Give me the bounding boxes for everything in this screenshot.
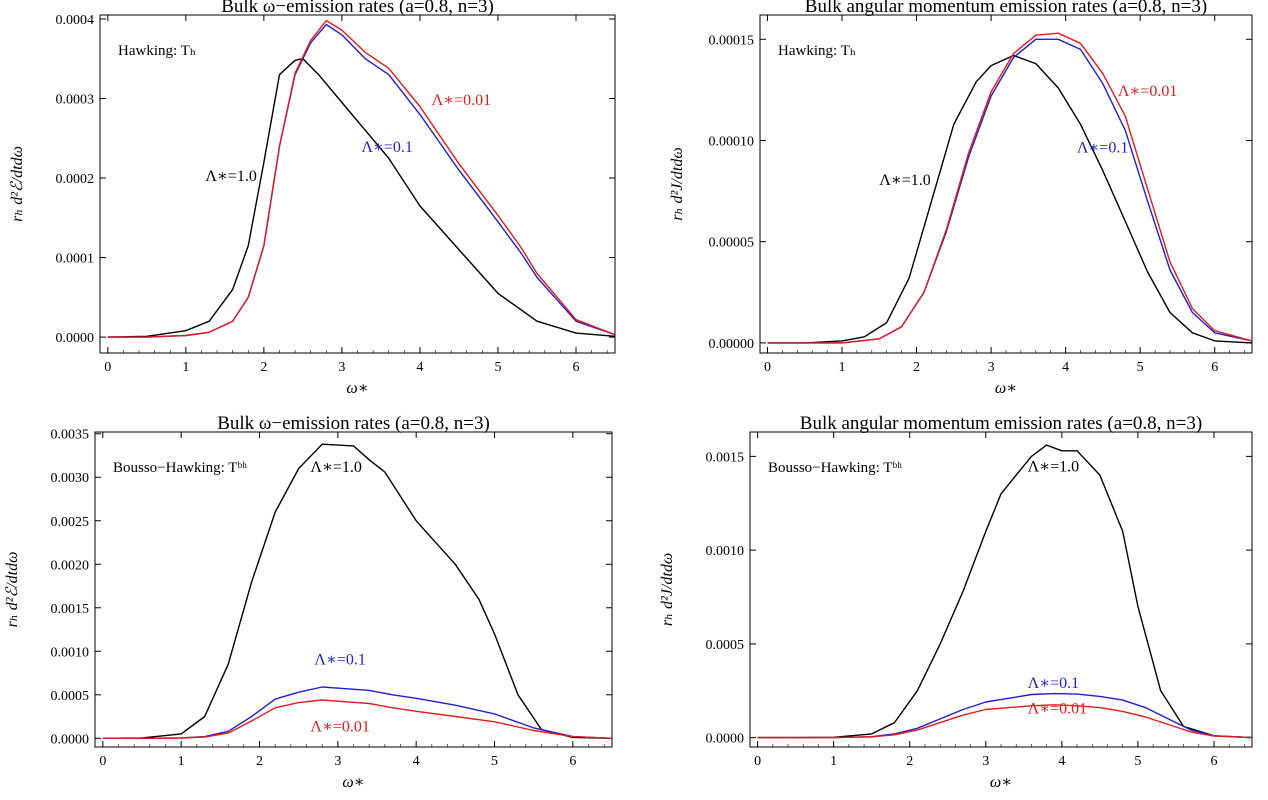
y-tick-label: 0.0000 bbox=[706, 732, 745, 747]
x-tick-label: 4 bbox=[413, 754, 420, 769]
y-tick-label: 0.0025 bbox=[51, 515, 90, 530]
x-tick-label: 0 bbox=[104, 360, 111, 375]
series-label-3: Λ∗=0.01 bbox=[432, 92, 492, 109]
chart-title: Bulk angular momentum emission rates (a=… bbox=[800, 413, 1202, 434]
y-tick-label: 0.0030 bbox=[51, 471, 90, 486]
y-axis-label: rₕ d²J/dtdω bbox=[659, 553, 676, 626]
series-line-3 bbox=[757, 704, 1253, 739]
y-axis-label: rₕ d²J/dtdω bbox=[669, 147, 686, 220]
series-line-3 bbox=[102, 699, 613, 739]
x-axis-label: ω∗ bbox=[995, 380, 1017, 397]
y-tick-label: 0.0000 bbox=[51, 732, 90, 747]
x-tick-label: 0 bbox=[754, 754, 761, 769]
series-label-1: Λ∗=1.0 bbox=[1028, 458, 1080, 475]
x-tick-label: 6 bbox=[1211, 360, 1218, 375]
y-tick-label: 0.0010 bbox=[51, 645, 90, 660]
x-tick-label: 3 bbox=[334, 754, 341, 769]
series-line-1 bbox=[757, 444, 1253, 739]
y-tick-label: 0.00010 bbox=[709, 134, 755, 149]
chart-panel-3: Bulk ω−emission rates (a=0.8, n=3) 0 1 2 3 4 5… bbox=[4, 413, 613, 791]
series-line-2 bbox=[107, 23, 616, 338]
x-axis-label: ω∗ bbox=[342, 774, 364, 791]
y-tick-label: 0.0002 bbox=[56, 172, 95, 187]
y-tick-label: 0.0010 bbox=[706, 544, 745, 559]
x-axis-label: ω∗ bbox=[990, 774, 1012, 791]
x-tick-label: 1 bbox=[182, 360, 189, 375]
x-tick-label: 2 bbox=[256, 754, 263, 769]
temperature-note: Hawking: Tₕ bbox=[778, 43, 856, 59]
x-tick-label: 4 bbox=[1058, 754, 1065, 769]
series-line-3 bbox=[107, 19, 616, 338]
x-axis-label: ω∗ bbox=[346, 380, 368, 397]
temperature-note: Hawking: Tₕ bbox=[118, 43, 196, 59]
x-tick-label: 3 bbox=[338, 360, 345, 375]
chart-title: Bulk ω−emission rates (a=0.8, n=3) bbox=[217, 413, 490, 434]
y-tick-label: 0.0015 bbox=[706, 450, 745, 465]
x-tick-label: 0 bbox=[764, 360, 771, 375]
temperature-note: Bousso−Hawking: Tᵇʰ bbox=[768, 460, 902, 476]
x-tick-label: 3 bbox=[988, 360, 995, 375]
chart-title: Bulk ω−emission rates (a=0.8, n=3) bbox=[221, 0, 494, 17]
y-tick-label: 0.0035 bbox=[51, 428, 90, 443]
x-tick-label: 1 bbox=[830, 754, 837, 769]
series-line-1 bbox=[102, 443, 613, 739]
plot-frame bbox=[99, 14, 616, 354]
y-tick-label: 0.0005 bbox=[51, 689, 90, 704]
x-tick-label: 2 bbox=[913, 360, 920, 375]
chart-title: Bulk angular momentum emission rates (a=… bbox=[805, 0, 1207, 17]
x-tick-label: 5 bbox=[494, 360, 501, 375]
y-tick-label: 0.0001 bbox=[56, 252, 95, 267]
series-label-2: Λ∗=0.1 bbox=[1028, 675, 1080, 692]
x-tick-label: 6 bbox=[569, 754, 576, 769]
series-line-1 bbox=[107, 58, 616, 338]
x-tick-label: 1 bbox=[839, 360, 846, 375]
x-tick-label: 5 bbox=[491, 754, 498, 769]
y-tick-label: 0.0020 bbox=[51, 558, 90, 573]
x-tick-label: 6 bbox=[572, 360, 579, 375]
y-tick-label: 0.0015 bbox=[51, 602, 90, 617]
series-label-3: Λ∗=0.01 bbox=[1028, 700, 1088, 717]
series-line-2 bbox=[767, 38, 1253, 344]
y-axis-label: rₕ d²ℰ/dtdω bbox=[4, 552, 21, 628]
series-line-1 bbox=[767, 54, 1253, 344]
series-label-1: Λ∗=1.0 bbox=[879, 172, 931, 189]
y-axis-label: rₕ d²ℰ/dtdω bbox=[9, 146, 26, 222]
series-label-3: Λ∗=0.01 bbox=[1118, 83, 1178, 100]
temperature-note: Bousso−Hawking: Tᵇʰ bbox=[113, 460, 247, 476]
y-tick-label: 0.0005 bbox=[706, 638, 745, 653]
x-tick-label: 3 bbox=[982, 754, 989, 769]
y-tick-label: 0.0000 bbox=[56, 331, 95, 346]
series-label-1: Λ∗=1.0 bbox=[310, 459, 362, 476]
y-tick-label: 0.0004 bbox=[56, 13, 95, 28]
series-label-3: Λ∗=0.01 bbox=[310, 718, 370, 735]
x-tick-label: 4 bbox=[416, 360, 423, 375]
x-tick-label: 2 bbox=[906, 754, 913, 769]
y-tick-label: 0.00000 bbox=[709, 337, 755, 352]
x-tick-label: 5 bbox=[1137, 360, 1144, 375]
x-tick-label: 0 bbox=[99, 754, 106, 769]
y-tick-label: 0.00005 bbox=[709, 236, 755, 251]
y-tick-label: 0.00015 bbox=[709, 33, 755, 48]
series-label-1: Λ∗=1.0 bbox=[205, 168, 257, 185]
x-tick-label: 1 bbox=[178, 754, 185, 769]
x-tick-label: 2 bbox=[260, 360, 267, 375]
y-tick-label: 0.0003 bbox=[56, 93, 95, 108]
x-tick-label: 5 bbox=[1134, 754, 1141, 769]
series-line-2 bbox=[757, 692, 1253, 739]
x-tick-label: 6 bbox=[1210, 754, 1217, 769]
chart-panel-1: Bulk ω−emission rates (a=0.8, n=3) 0 1 2 3 4 5… bbox=[9, 0, 616, 397]
chart-panel-4: Bulk angular momentum emission rates (a=… bbox=[659, 413, 1253, 791]
plot-frame bbox=[94, 431, 613, 748]
series-label-2: Λ∗=0.1 bbox=[1077, 140, 1129, 157]
series-label-2: Λ∗=0.1 bbox=[314, 651, 366, 668]
series-line-3 bbox=[767, 32, 1253, 344]
chart-panel-2: Bulk angular momentum emission rates (a=… bbox=[669, 0, 1253, 397]
x-tick-label: 4 bbox=[1062, 360, 1069, 375]
series-label-2: Λ∗=0.1 bbox=[361, 139, 413, 156]
